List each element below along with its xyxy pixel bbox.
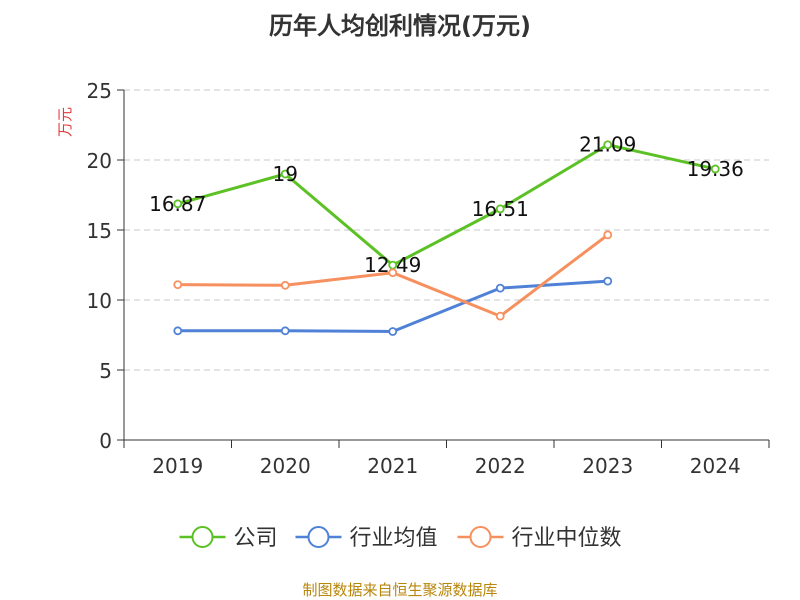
data-point xyxy=(603,140,613,150)
x-tick-label: 2020 xyxy=(260,454,311,478)
data-point xyxy=(603,276,613,286)
series-line-0 xyxy=(177,143,716,267)
legend-marker-1 xyxy=(307,526,330,548)
data-point xyxy=(495,283,505,293)
data-label: 19.36 xyxy=(687,157,744,181)
legend-marker-2 xyxy=(469,526,492,548)
data-label: 19 xyxy=(273,162,298,186)
legend-label: 行业中位数 xyxy=(512,526,622,551)
data-point xyxy=(280,280,290,290)
x-tick-label: 2023 xyxy=(582,454,633,478)
legend-label: 公司 xyxy=(234,526,278,551)
y-axis-label: 万元 xyxy=(56,107,74,137)
x-tick-label: 2019 xyxy=(152,454,203,478)
y-tick-label: 0 xyxy=(99,429,112,453)
data-point xyxy=(495,311,505,321)
data-point xyxy=(603,230,613,240)
y-tick-label: 10 xyxy=(87,289,112,313)
data-point xyxy=(280,326,290,336)
y-tick-label: 15 xyxy=(87,219,112,243)
data-point xyxy=(173,326,183,336)
data-point xyxy=(280,169,290,179)
y-tick-label: 20 xyxy=(87,149,112,173)
series-line-1 xyxy=(177,279,608,333)
legend-label: 行业均值 xyxy=(350,526,438,551)
x-tick-label: 2024 xyxy=(690,454,741,478)
y-tick-label: 5 xyxy=(99,359,112,383)
chart-title: 历年人均创利情况(万元) xyxy=(269,12,531,40)
data-label: 21.09 xyxy=(579,133,636,157)
source-note: 制图数据来自恒生聚源数据库 xyxy=(302,581,498,599)
legend-marker-0 xyxy=(191,526,214,548)
data-label: 16.87 xyxy=(149,192,206,216)
data-point xyxy=(495,204,505,214)
data-point xyxy=(173,199,183,209)
x-tick-label: 2021 xyxy=(367,454,418,478)
data-label: 16.51 xyxy=(472,197,529,221)
data-point xyxy=(388,327,398,336)
data-point xyxy=(173,280,183,290)
data-point xyxy=(710,164,720,174)
data-point xyxy=(388,268,398,278)
y-tick-label: 25 xyxy=(87,79,112,103)
x-tick-label: 2022 xyxy=(475,454,526,478)
